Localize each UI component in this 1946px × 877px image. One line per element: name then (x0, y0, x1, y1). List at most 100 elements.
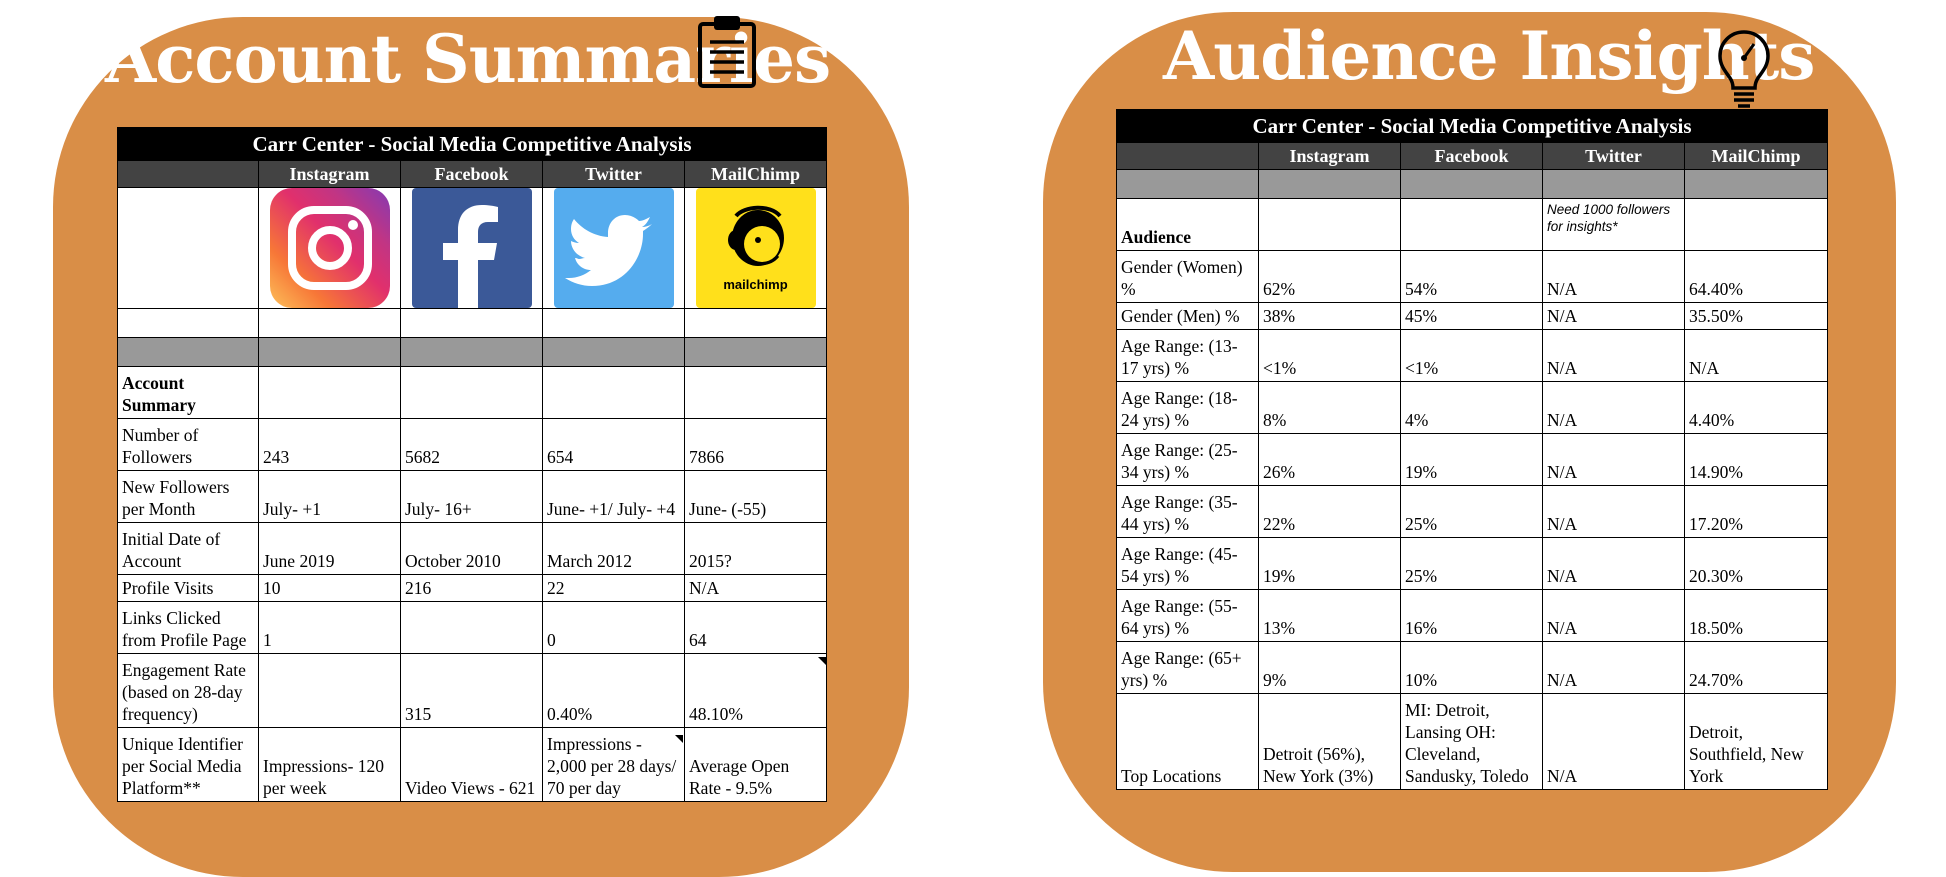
table-cell: 18.50% (1683, 589, 1829, 642)
table-cell: Detroit (56%), New York (3%) (1258, 693, 1401, 790)
column-header-twitter: Twitter (542, 160, 685, 188)
table-row: Number of Followers 243 5682 654 7866 (117, 418, 828, 471)
table-cell: N/A (683, 574, 828, 602)
column-header-instagram: Instagram (258, 160, 401, 188)
column-header-facebook: Facebook (1400, 142, 1543, 170)
row-label: Age Range: (25-34 yrs) % (1116, 433, 1259, 486)
gray-cell (117, 337, 259, 367)
blank-cell (400, 366, 543, 419)
table-cell: 13% (1258, 589, 1401, 642)
blank-cell (683, 308, 828, 338)
table-cell: N/A (1542, 537, 1685, 590)
table-cell: 48.10% (683, 653, 828, 728)
table-cell: 14.90% (1683, 433, 1829, 486)
gray-separator-row (117, 337, 828, 367)
mailchimp-logo-text: mailchimp (723, 277, 788, 292)
table-cell: June- (-55) (683, 470, 828, 523)
table-cell: 0.40% (542, 653, 685, 728)
clipboard-icon (698, 16, 756, 88)
row-label: Engagement Rate (based on 28-day frequen… (117, 653, 259, 728)
table-cell: MI: Detroit, Lansing OH: Cleveland, Sand… (1400, 693, 1543, 790)
table-cell: 4% (1400, 381, 1543, 434)
section-row: Account Summary (117, 366, 828, 419)
comment-marker (818, 657, 826, 665)
table-cell: 62% (1258, 250, 1401, 303)
audience-insights-table: Carr Center - Social Media Competitive A… (1115, 109, 1829, 790)
row-label: Unique Identifier per Social Media Platf… (117, 727, 259, 802)
row-label: Top Locations (1116, 693, 1259, 790)
table-cell: July- +1 (258, 470, 401, 523)
audience-rows: Gender (Women) % 62% 54% N/A 64.40% Gender (M… (1116, 250, 1829, 790)
table-cell: 1 (258, 601, 401, 654)
table-cell: N/A (1542, 641, 1685, 694)
table-cell: 25% (1400, 485, 1543, 538)
table-cell: N/A (1542, 329, 1685, 382)
table-row: Age Range: (65+ yrs) % 9% 10% N/A 24.70% (1116, 641, 1829, 694)
table-cell: Video Views - 621 (400, 727, 543, 802)
table-cell: N/A (1542, 589, 1685, 642)
table-cell: 5682 (400, 418, 543, 471)
table-cell: 7866 (683, 418, 828, 471)
table-cell: N/A (1542, 250, 1685, 303)
table-cell: 35.50% (1683, 302, 1829, 330)
row-label: Age Range: (18-24 yrs) % (1116, 381, 1259, 434)
blank-cell (400, 308, 543, 338)
row-label: Links Clicked from Profile Page (117, 601, 259, 654)
row-label: Gender (Men) % (1116, 302, 1259, 330)
section-row: Audience Need 1000 followers for insight… (1116, 198, 1829, 251)
table-cell: 0 (542, 601, 685, 654)
table-cell (258, 653, 401, 728)
row-label: Number of Followers (117, 418, 259, 471)
row-label: Initial Date of Account (117, 522, 259, 575)
logo-row-blank (117, 187, 259, 309)
table-row: Top Locations Detroit (56%), New York (3%… (1116, 693, 1829, 790)
table-cell: 19% (1258, 537, 1401, 590)
row-label: Age Range: (13-17 yrs) % (1116, 329, 1259, 382)
twitter-note: Need 1000 followers for insights* (1547, 202, 1671, 234)
twitter-logo-cell (542, 187, 685, 309)
table-row: Age Range: (25-34 yrs) % 26% 19% N/A 14.90% (1116, 433, 1829, 486)
column-header-mailchimp: MailChimp (683, 160, 828, 188)
section-label: Audience (1116, 198, 1259, 251)
table-cell: 315 (400, 653, 543, 728)
column-header-blank (117, 160, 259, 188)
account-summary-rows: Number of Followers 243 5682 654 7866 New Fol… (117, 418, 828, 802)
table-header-row: Instagram Facebook Twitter MailChimp (1116, 142, 1829, 170)
row-label: Gender (Women) % (1116, 250, 1259, 303)
table-row: Age Range: (45-54 yrs) % 19% 25% N/A 20.30% (1116, 537, 1829, 590)
table-header-row: Instagram Facebook Twitter MailChimp (117, 160, 828, 188)
table-cell: 54% (1400, 250, 1543, 303)
blank-cell (258, 366, 401, 419)
blank-cell (542, 308, 685, 338)
table-cell: <1% (1258, 329, 1401, 382)
table-cell: 45% (1400, 302, 1543, 330)
logo-row: mailchimp (117, 187, 828, 309)
table-cell: N/A (1542, 485, 1685, 538)
table-cell: October 2010 (400, 522, 543, 575)
column-header-blank (1116, 142, 1259, 170)
section-label: Account Summary (117, 366, 259, 419)
table-cell: 22% (1258, 485, 1401, 538)
table-cell: June 2019 (258, 522, 401, 575)
table-row: Age Range: (55-64 yrs) % 13% 16% N/A 18.50% (1116, 589, 1829, 642)
table-cell (400, 601, 543, 654)
gray-cell (1116, 169, 1259, 199)
gray-cell (683, 337, 828, 367)
table-cell: 654 (542, 418, 685, 471)
blank-cell (258, 308, 401, 338)
table-caption-row: Carr Center - Social Media Competitive A… (116, 127, 828, 161)
gray-cell (258, 337, 401, 367)
table-cell: 25% (1400, 537, 1543, 590)
table-cell: 64.40% (1683, 250, 1829, 303)
table-cell: 243 (258, 418, 401, 471)
table-cell: Impressions- 120 per week (258, 727, 401, 802)
facebook-logo (411, 188, 532, 308)
table-cell: 64 (683, 601, 828, 654)
column-header-mailchimp: MailChimp (1683, 142, 1829, 170)
gray-cell (1400, 169, 1543, 199)
gray-separator-row (1116, 169, 1829, 199)
table-cell: 17.20% (1683, 485, 1829, 538)
table-cell: 26% (1258, 433, 1401, 486)
table-row: Engagement Rate (based on 28-day frequen… (117, 653, 828, 728)
gray-cell (1683, 169, 1829, 199)
